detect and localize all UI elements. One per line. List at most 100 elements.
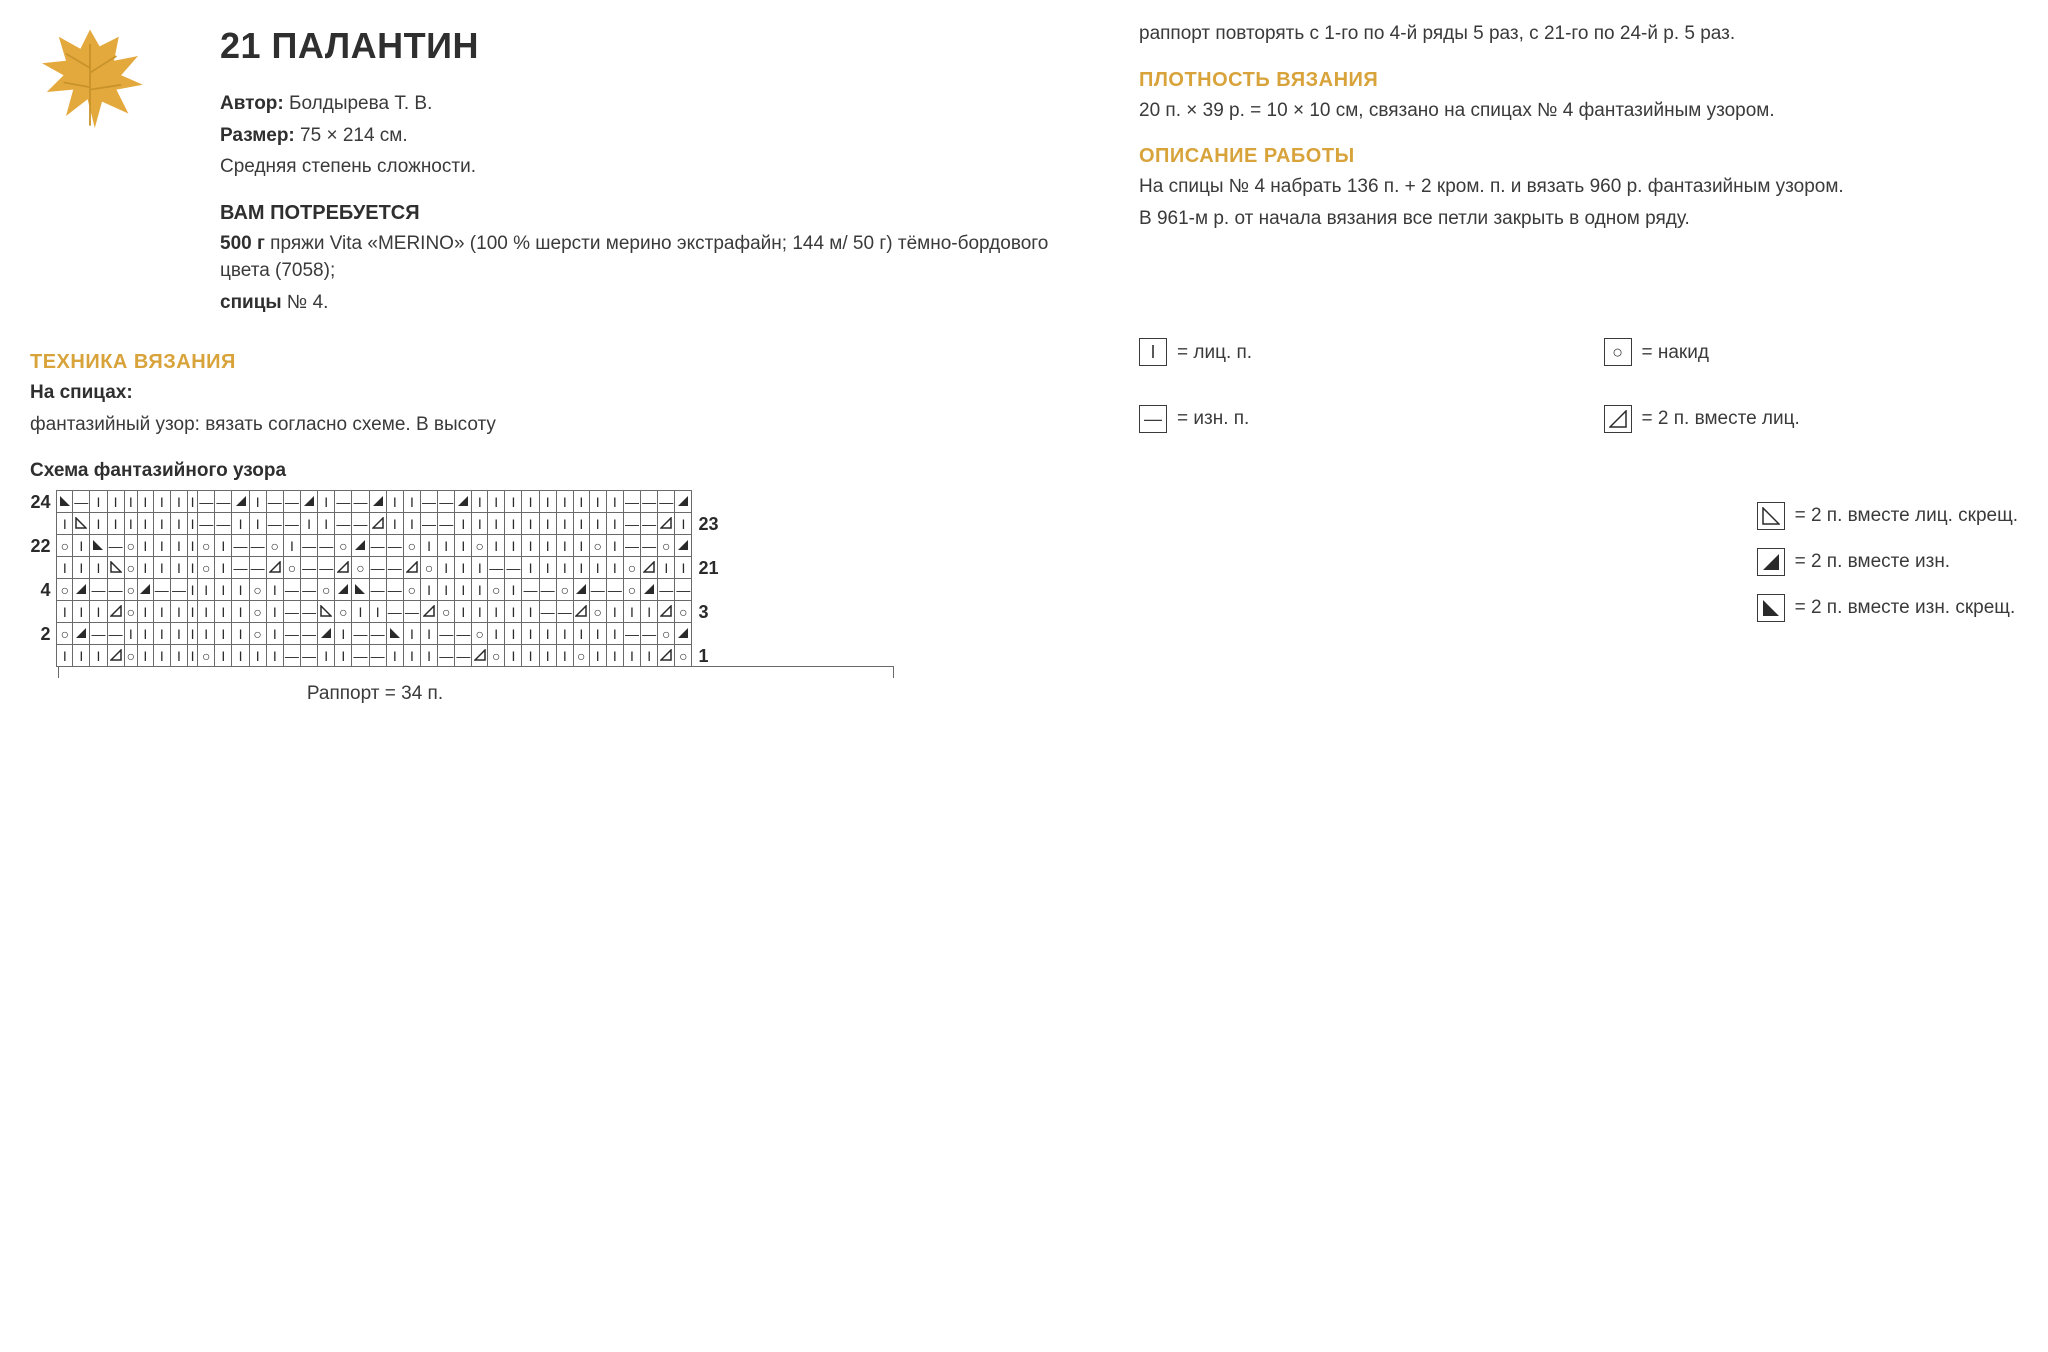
legend-label: = 2 п. вместе лиц. скрещ. [1795,502,2018,530]
chart-cell: I [556,491,573,513]
chart-cell: — [438,491,455,513]
legend-label: = изн. п. [1177,405,1249,433]
row-number-right: 1 [692,645,720,667]
chart-cell: I [137,645,153,667]
chart-cell: — [107,579,124,601]
chart-cell: I [573,557,589,579]
row-number-left: 24 [30,491,57,513]
chart-cell: I [188,645,198,667]
chart-cell: I [573,513,589,535]
chart-cell: I [556,623,573,645]
chart-cell [675,535,692,557]
chart-cell: I [573,535,589,557]
chart-cell: I [137,601,153,623]
chart-cell: ○ [573,645,589,667]
chart-cell: I [589,491,606,513]
chart-cell: I [188,535,198,557]
chart-cell: — [232,535,249,557]
legend-symbol-box: ○ [1604,338,1632,366]
chart-cell: I [658,557,675,579]
chart-cell: — [589,579,606,601]
chart-cell: ○ [623,557,640,579]
chart-cell: — [352,513,369,535]
chart-cell: I [215,601,232,623]
chart-cell: — [455,645,472,667]
chart-cell: ○ [658,623,675,645]
chart-cell: I [539,557,556,579]
chart-cell: — [386,535,403,557]
chart-cell: I [606,645,623,667]
chart-cell: — [623,623,640,645]
chart-cell: I [73,557,90,579]
row-number-left [30,645,57,667]
chart-cell: ○ [124,579,137,601]
chart-cell: I [335,623,352,645]
chart-cell: I [232,513,249,535]
chart-cell: — [301,579,318,601]
row-number-right: 21 [692,557,720,579]
chart-cell: ○ [57,623,73,645]
legend-symbol-box: I [1139,338,1167,366]
legend-label: = 2 п. вместе изн. [1795,548,1951,576]
chart-cell: ○ [318,579,335,601]
chart-cell: — [283,623,300,645]
legend-item: = 2 п. вместе изн. скрещ. [1757,594,2018,622]
chart-cell: — [283,601,300,623]
chart-cell: — [352,623,369,645]
chart-cell [352,535,369,557]
chart-cell: — [266,491,283,513]
legend-label: = 2 п. вместе лиц. [1642,405,1800,433]
chart-cell: I [90,557,107,579]
chart-cell: ○ [472,535,488,557]
chart-cell [420,601,437,623]
chart-cell: I [153,513,170,535]
chart-cell: ○ [438,601,455,623]
chart-cell: I [641,645,658,667]
chart-cell [573,601,589,623]
chart-cell: ○ [124,645,137,667]
chart-cell: I [90,491,107,513]
chart-cell: — [301,535,318,557]
chart-cell [73,623,90,645]
size-line: Размер: 75 × 214 см. [220,122,1099,150]
chart-cell [573,579,589,601]
chart-cell: I [301,513,318,535]
chart-cell: I [623,645,640,667]
chart-cell: I [522,645,539,667]
chart-cell: I [153,491,170,513]
chart-cell: ○ [352,557,369,579]
legend-symbol-box [1757,594,1785,622]
chart-cell: I [266,579,283,601]
chart-cell: I [318,491,335,513]
row-number-right: 23 [692,513,720,535]
chart-cell: I [137,535,153,557]
chart-cell: I [589,557,606,579]
continuation-text: раппорт повторять с 1-го по 4-й ряды 5 р… [1139,20,2018,48]
chart-cell: I [403,645,420,667]
chart-cell: I [556,513,573,535]
chart-cell: ○ [472,623,488,645]
chart-title: Схема фантазийного узора [30,457,2018,485]
chart-cell: I [505,535,522,557]
chart-cell: I [107,491,124,513]
chart-cell [107,601,124,623]
chart-cell: — [420,491,437,513]
chart-cell: I [573,491,589,513]
chart-cell [73,513,90,535]
chart-cell: I [170,557,187,579]
legend-label: = лиц. п. [1177,339,1252,367]
chart-cell: I [335,645,352,667]
chart-cell: I [188,557,198,579]
chart-cell: — [658,491,675,513]
chart-cell: ○ [420,557,437,579]
chart-cell: I [455,535,472,557]
chart-cell: I [318,513,335,535]
chart-cell: I [153,557,170,579]
chart-cell: — [386,601,403,623]
chart-cell [675,623,692,645]
chart-cell: I [170,623,187,645]
row-number-left [30,601,57,623]
chart-cell: I [606,601,623,623]
chart-cell: — [90,579,107,601]
chart-cell: I [455,557,472,579]
